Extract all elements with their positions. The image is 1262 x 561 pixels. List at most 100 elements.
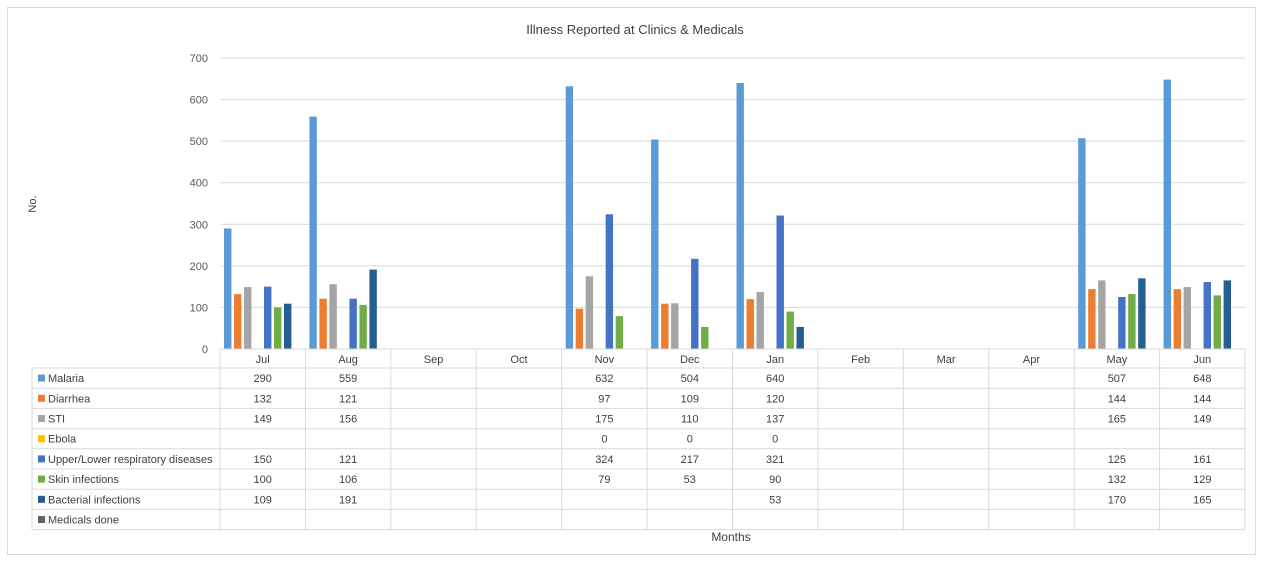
bars (224, 79, 1231, 350)
bar-skin-infections-jun (1213, 295, 1221, 349)
data-label: 125 (1108, 454, 1126, 466)
bar-sti-dec (671, 303, 679, 349)
data-label: 109 (254, 494, 272, 506)
x-axis-label: Months (711, 530, 750, 544)
x-tick-label: Oct (510, 354, 527, 366)
legend-key (38, 495, 45, 503)
bar-bacterial-infections-jun (1223, 280, 1231, 349)
data-label: 324 (595, 454, 613, 466)
x-tick-label: Mar (937, 354, 956, 366)
data-label: 90 (769, 474, 781, 486)
bar-malaria-aug (309, 116, 317, 349)
bar-sti-nov (585, 276, 594, 349)
data-label: 132 (1108, 474, 1126, 486)
y-tick-label: 600 (190, 95, 208, 107)
data-label: 97 (598, 393, 610, 405)
x-tick-label: Jan (766, 354, 784, 366)
data-label: 110 (681, 414, 699, 426)
data-label: 161 (1193, 454, 1211, 466)
data-label: 648 (1193, 373, 1211, 385)
data-label: 120 (766, 393, 784, 405)
bar-diarrhea-aug (319, 298, 327, 349)
data-label: 121 (339, 393, 357, 405)
data-label: 0 (772, 434, 778, 446)
bar-skin-infections-nov (615, 316, 624, 349)
bar-skin-infections-jul (274, 307, 282, 349)
bar-upper-lower-respiratory-diseases-dec (691, 258, 699, 349)
bar-upper-lower-respiratory-diseases-jun (1203, 282, 1211, 349)
legend-key (38, 435, 45, 443)
data-label: 53 (684, 474, 696, 486)
data-label: 149 (1193, 414, 1211, 426)
x-tick-label: Sep (424, 354, 444, 366)
x-tick-label: Dec (680, 354, 700, 366)
legend-key (38, 516, 45, 523)
x-tick-label: Aug (338, 354, 358, 366)
y-tick-label: 100 (190, 302, 208, 314)
bar-malaria-jun (1163, 79, 1171, 350)
data-label: 559 (339, 373, 357, 385)
legend-key (38, 415, 45, 422)
x-tick-label: Jul (256, 354, 270, 366)
data-label: 150 (254, 454, 272, 466)
data-label: 53 (769, 494, 781, 506)
y-tick-label: 200 (190, 261, 208, 273)
legend-label: Upper/Lower respiratory diseases (48, 454, 213, 466)
chart-title: Illness Reported at Clinics & Medicals (526, 22, 744, 37)
data-label: 0 (601, 434, 607, 446)
legend-label: Bacterial infections (48, 494, 141, 506)
bar-sti-jul (244, 287, 252, 349)
data-label: 170 (1108, 494, 1126, 506)
bar-diarrhea-jun (1173, 289, 1181, 349)
legend-label: Malaria (48, 373, 85, 385)
bar-malaria-jul (224, 228, 232, 349)
legend-label: STI (48, 414, 65, 426)
bar-sti-jun (1183, 287, 1191, 349)
data-label: 132 (254, 393, 272, 405)
bar-upper-lower-respiratory-diseases-jul (264, 286, 272, 349)
bar-upper-lower-respiratory-diseases-aug (349, 298, 357, 349)
data-label: 217 (681, 454, 699, 466)
bar-bacterial-infections-jan (796, 326, 804, 349)
bar-skin-infections-may (1128, 294, 1136, 349)
bar-sti-may (1098, 280, 1106, 349)
bar-diarrhea-jul (234, 294, 242, 349)
y-axis-ticks: 0 100 200 300 400 500 600 700 (190, 53, 208, 356)
chart-svg: Illness Reported at Clinics & Medicals N… (27, 22, 1246, 544)
chart-frame: Illness Reported at Clinics & Medicals N… (7, 7, 1256, 555)
data-label: 290 (254, 373, 272, 385)
x-tick-label: Nov (595, 354, 615, 366)
bar-upper-lower-respiratory-diseases-nov (605, 214, 614, 349)
data-label: 0 (687, 434, 693, 446)
bar-sti-aug (329, 284, 337, 349)
y-tick-label: 500 (190, 136, 208, 148)
data-label: 121 (339, 454, 357, 466)
data-label: 640 (766, 373, 784, 385)
y-tick-label: 400 (190, 178, 208, 190)
bar-sti-jan (756, 292, 764, 349)
bar-upper-lower-respiratory-diseases-may (1118, 297, 1126, 349)
x-tick-label: May (1106, 354, 1127, 366)
bar-skin-infections-dec (701, 326, 709, 349)
bar-skin-infections-jan (786, 311, 794, 349)
data-label: 144 (1108, 393, 1126, 405)
y-axis-label: No. (27, 195, 39, 212)
bar-diarrhea-nov (575, 308, 584, 349)
data-label: 156 (339, 414, 357, 426)
data-label: 129 (1193, 474, 1211, 486)
x-tick-label: Jun (1193, 354, 1211, 366)
bar-diarrhea-jan (746, 299, 754, 349)
bar-malaria-jan (736, 82, 744, 349)
y-tick-label: 300 (190, 219, 208, 231)
data-label: 109 (681, 393, 699, 405)
bar-malaria-may (1078, 138, 1086, 349)
data-label: 507 (1108, 373, 1126, 385)
bar-diarrhea-may (1088, 289, 1096, 349)
data-label: 79 (598, 474, 610, 486)
data-label: 632 (595, 373, 613, 385)
legend-label: Diarrhea (48, 393, 91, 405)
bar-bacterial-infections-jul (284, 303, 292, 349)
data-label: 504 (681, 373, 699, 385)
data-label: 144 (1193, 393, 1211, 405)
data-label: 175 (595, 414, 613, 426)
